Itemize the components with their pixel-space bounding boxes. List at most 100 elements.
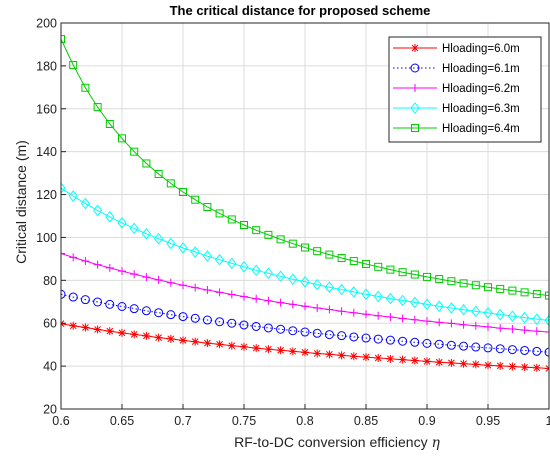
data-point — [471, 321, 480, 330]
data-point — [459, 320, 468, 329]
y-tick-label: 160 — [36, 102, 57, 116]
data-point — [312, 328, 322, 338]
data-point — [264, 345, 273, 354]
data-point — [81, 257, 90, 266]
data-point — [178, 242, 188, 254]
data-point — [410, 270, 419, 279]
data-point — [545, 328, 549, 337]
data-point — [337, 351, 346, 360]
x-tick-label: 0.6 — [52, 414, 69, 428]
data-point — [215, 317, 225, 327]
data-point — [471, 305, 481, 318]
data-point — [313, 247, 322, 256]
data-point — [69, 253, 78, 262]
chart-title: The critical distance for proposed schem… — [170, 3, 431, 18]
data-point — [324, 281, 335, 293]
data-point — [519, 311, 530, 324]
data-point — [300, 276, 310, 288]
data-point — [179, 281, 187, 290]
data-point — [508, 286, 517, 295]
plot-area — [61, 35, 549, 373]
data-point — [361, 333, 371, 343]
data-point — [374, 311, 383, 320]
legend-item: Hloading=6.3m — [393, 102, 520, 115]
data-point — [130, 147, 139, 156]
x-tick-label: 0.8 — [296, 414, 313, 428]
data-point — [434, 339, 444, 349]
data-point — [459, 359, 468, 368]
data-point — [105, 120, 114, 129]
data-point — [276, 298, 285, 307]
data-point — [373, 290, 383, 303]
data-point — [178, 312, 188, 322]
data-point — [154, 333, 163, 342]
data-point — [117, 217, 127, 229]
series-Hloading=6.1m — [61, 289, 549, 357]
data-point — [507, 345, 517, 355]
grid — [60, 22, 550, 410]
data-point — [312, 278, 322, 291]
data-point — [166, 334, 175, 343]
y-axis-label: Critical distance (m) — [13, 140, 29, 264]
data-point — [484, 283, 492, 292]
data-point — [166, 310, 176, 320]
legend-item: Hloading=6.1m — [393, 63, 520, 75]
legend-label: Hloading=6.2m — [442, 83, 520, 95]
data-point — [532, 313, 542, 325]
data-point — [166, 237, 176, 250]
data-point — [386, 354, 395, 363]
legend: Hloading=6.0m Hloading=6.1m Hloading=6.2m H… — [388, 36, 542, 143]
data-point — [251, 321, 261, 331]
data-point — [288, 347, 297, 356]
data-point — [458, 303, 469, 316]
data-point — [398, 336, 408, 346]
data-point — [447, 358, 456, 367]
y-tick-label: 80 — [43, 274, 57, 288]
data-point — [202, 315, 212, 325]
data-point — [214, 253, 225, 266]
data-point — [154, 275, 163, 284]
data-point — [484, 361, 492, 370]
data-point — [373, 334, 383, 344]
data-point — [349, 286, 359, 298]
data-point — [129, 304, 139, 314]
data-point — [446, 340, 456, 350]
data-point — [179, 187, 187, 196]
data-point — [81, 83, 90, 92]
data-point — [423, 317, 431, 326]
data-point — [252, 294, 261, 303]
x-axis-label-text: RF-to-DC conversion efficiency — [234, 434, 427, 450]
data-point — [105, 299, 115, 309]
data-point — [61, 289, 66, 299]
data-point — [93, 325, 102, 334]
data-point — [422, 338, 432, 348]
data-point — [337, 307, 346, 316]
data-point — [80, 197, 91, 210]
data-point — [191, 337, 200, 346]
data-point — [459, 341, 469, 351]
data-point — [190, 246, 200, 258]
data-point — [275, 270, 286, 283]
series-Hloading=6.3m — [61, 182, 549, 327]
data-point — [447, 319, 456, 328]
data-point — [544, 314, 549, 327]
data-point — [301, 243, 309, 252]
data-point — [105, 327, 114, 336]
data-point — [252, 226, 261, 235]
data-point — [459, 279, 468, 288]
data-point — [336, 283, 347, 296]
data-point — [386, 265, 395, 274]
data-point — [252, 344, 261, 353]
legend-item: Hloading=6.4m — [393, 123, 520, 135]
data-point — [532, 346, 542, 356]
data-point — [410, 296, 420, 309]
data-point — [507, 310, 518, 322]
series-Hloading=6.4m — [61, 35, 549, 300]
data-point — [423, 272, 431, 281]
data-point — [190, 313, 200, 323]
data-point — [362, 310, 370, 319]
data-point — [239, 261, 249, 273]
y-tick-label: 40 — [43, 360, 57, 374]
data-point — [264, 296, 273, 305]
data-point — [483, 343, 493, 353]
